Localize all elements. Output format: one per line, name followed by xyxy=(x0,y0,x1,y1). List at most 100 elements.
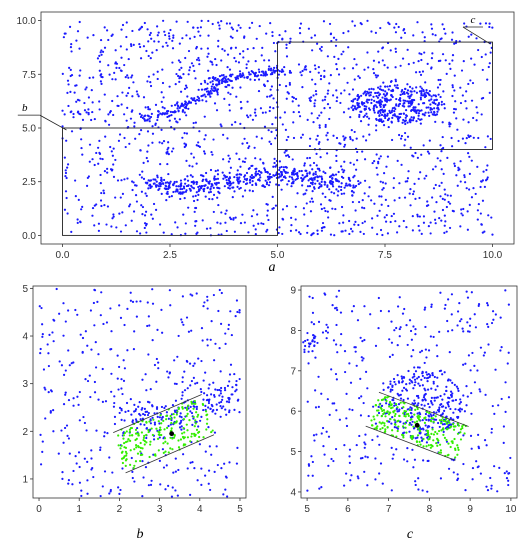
data-point xyxy=(424,424,427,427)
data-point xyxy=(429,106,432,110)
data-point xyxy=(213,78,216,81)
y-tick-label: 2.5 xyxy=(22,177,36,188)
data-point xyxy=(446,156,449,159)
data-point xyxy=(138,173,141,176)
data-point xyxy=(157,185,160,188)
data-point xyxy=(356,93,360,97)
data-point xyxy=(320,45,323,49)
data-point xyxy=(333,402,336,405)
data-point xyxy=(402,376,406,379)
data-point xyxy=(335,306,338,309)
data-point xyxy=(419,413,422,416)
data-point xyxy=(186,387,189,390)
data-point xyxy=(157,110,160,113)
data-point xyxy=(396,374,399,377)
data-point xyxy=(427,349,431,352)
data-point xyxy=(254,114,257,117)
y-tick-label: 1 xyxy=(22,474,28,485)
data-point xyxy=(217,45,220,48)
data-point xyxy=(288,69,292,73)
data-point xyxy=(65,139,68,142)
data-point xyxy=(322,20,326,23)
data-point xyxy=(499,316,502,319)
data-point xyxy=(343,350,347,353)
data-point xyxy=(174,399,178,402)
data-point xyxy=(185,316,189,319)
data-point xyxy=(263,125,267,128)
data-point xyxy=(476,209,479,212)
data-point xyxy=(196,26,199,29)
data-point xyxy=(330,39,333,43)
data-point xyxy=(294,218,297,221)
data-point xyxy=(191,98,194,101)
data-point xyxy=(462,462,465,466)
data-point xyxy=(131,476,134,480)
data-point xyxy=(87,108,90,111)
data-point xyxy=(378,472,381,475)
data-point xyxy=(432,335,435,339)
data-point xyxy=(340,230,343,233)
data-point xyxy=(312,94,315,97)
data-point xyxy=(420,378,423,381)
data-point xyxy=(340,185,343,189)
data-point xyxy=(374,478,377,481)
highlight-point xyxy=(117,444,120,447)
data-point xyxy=(120,387,123,390)
data-point xyxy=(347,107,350,110)
data-point xyxy=(387,386,390,389)
data-point xyxy=(320,229,324,232)
data-point xyxy=(313,64,317,67)
data-point xyxy=(489,476,492,480)
data-point xyxy=(168,195,171,198)
data-point xyxy=(421,70,425,73)
data-point xyxy=(395,104,398,107)
data-point xyxy=(207,52,210,55)
data-point xyxy=(209,81,212,84)
region-b-callout-leader xyxy=(39,114,67,131)
data-point xyxy=(49,410,52,413)
data-point xyxy=(154,122,157,125)
data-point xyxy=(219,404,222,408)
data-point xyxy=(308,185,312,188)
data-point xyxy=(179,412,182,415)
data-point xyxy=(389,220,392,224)
data-point xyxy=(185,184,188,188)
data-point xyxy=(197,193,200,196)
data-point xyxy=(180,419,183,423)
highlight-point xyxy=(126,440,129,443)
highlight-point xyxy=(173,422,176,425)
data-point xyxy=(258,173,261,177)
data-point xyxy=(143,214,147,217)
data-point xyxy=(121,392,124,396)
data-point xyxy=(434,222,437,225)
data-point xyxy=(99,74,102,77)
data-point xyxy=(63,113,66,116)
data-point xyxy=(223,49,226,52)
data-point xyxy=(161,68,164,71)
data-point xyxy=(130,413,133,416)
data-point xyxy=(444,59,447,62)
highlight-point xyxy=(423,421,427,424)
data-point xyxy=(389,380,392,383)
data-point xyxy=(431,52,434,55)
data-point xyxy=(86,460,89,463)
data-point xyxy=(147,187,150,190)
data-point xyxy=(122,379,126,382)
data-point xyxy=(451,94,454,98)
data-point xyxy=(175,188,178,191)
data-point xyxy=(245,66,248,70)
data-point xyxy=(428,375,431,379)
data-point xyxy=(120,28,123,31)
data-point xyxy=(291,158,294,161)
data-point xyxy=(41,450,44,453)
data-point xyxy=(470,291,473,294)
data-point xyxy=(141,495,144,498)
data-point xyxy=(265,32,268,35)
highlight-point xyxy=(388,400,392,404)
data-point xyxy=(238,377,241,381)
data-point xyxy=(441,423,445,426)
data-point xyxy=(352,176,355,179)
data-point xyxy=(285,154,288,157)
data-point xyxy=(150,112,153,115)
